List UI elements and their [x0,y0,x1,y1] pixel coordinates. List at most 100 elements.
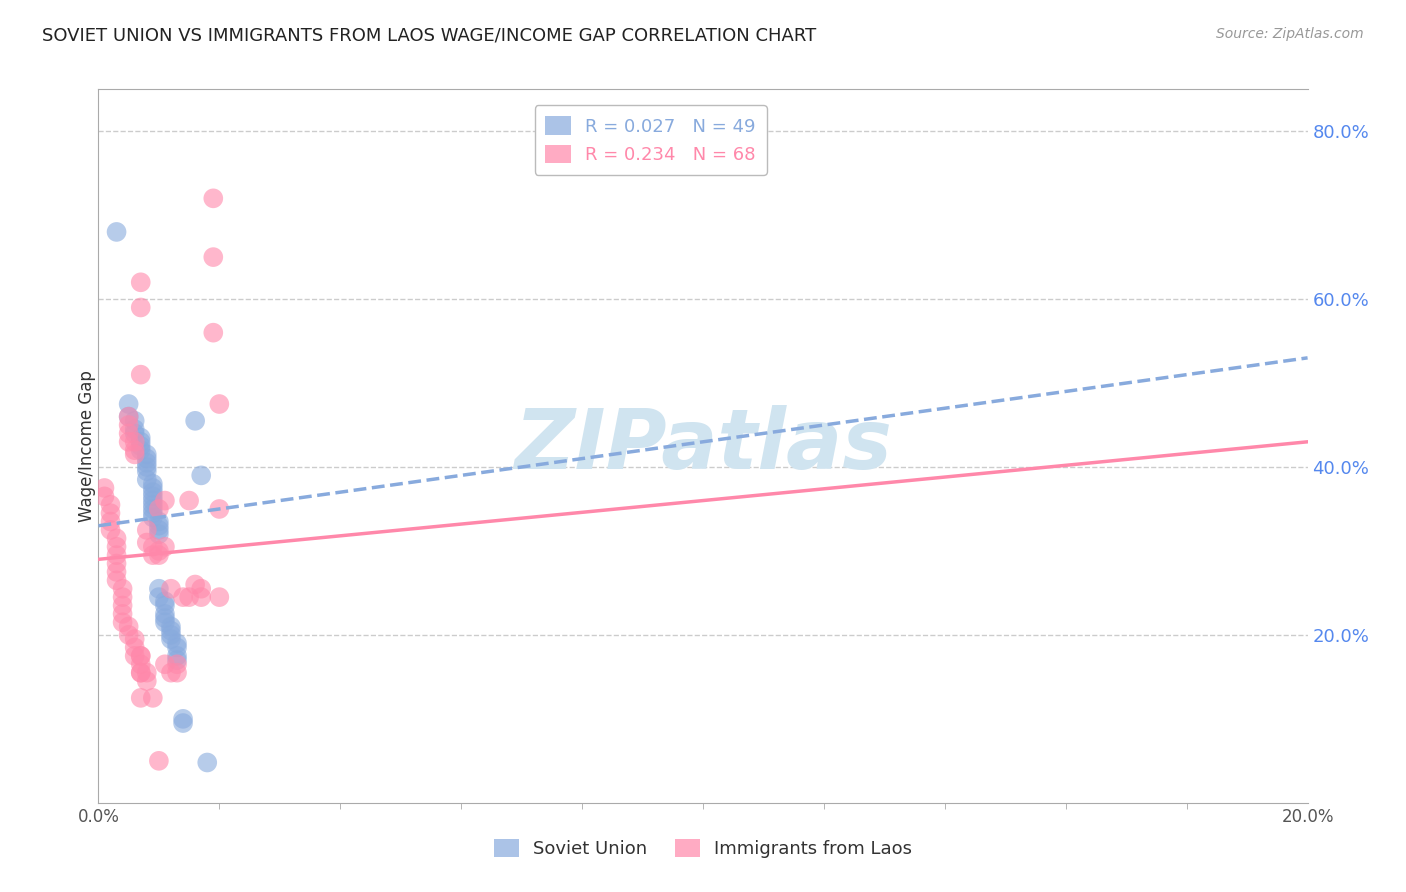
Point [118,434,141,449]
Point [172,716,194,731]
Point [124,426,146,441]
Point [184,414,207,428]
Point [129,434,152,449]
Point [195,756,218,770]
Point [142,493,165,508]
Text: ZIPatlas: ZIPatlas [515,406,891,486]
Point [105,565,128,579]
Point [142,502,165,516]
Point [153,594,176,608]
Point [129,368,152,382]
Point [111,590,134,604]
Point [166,648,188,663]
Point [148,523,170,537]
Point [124,648,146,663]
Point [118,409,141,424]
Point [153,657,176,672]
Text: SOVIET UNION VS IMMIGRANTS FROM LAOS WAGE/INCOME GAP CORRELATION CHART: SOVIET UNION VS IMMIGRANTS FROM LAOS WAG… [42,27,817,45]
Point [124,443,146,458]
Point [124,632,146,646]
Point [190,590,212,604]
Point [142,540,165,554]
Point [105,548,128,562]
Point [142,548,165,562]
Point [93,489,115,503]
Point [129,443,152,458]
Point [129,665,152,680]
Point [142,498,165,512]
Point [129,690,152,705]
Point [129,301,152,315]
Point [166,657,188,672]
Point [135,451,157,466]
Point [105,225,128,239]
Point [148,502,170,516]
Point [100,498,122,512]
Point [153,615,176,630]
Point [142,690,165,705]
Point [208,502,231,516]
Point [135,456,157,470]
Point [208,590,231,604]
Point [190,468,212,483]
Point [135,535,157,549]
Point [148,754,170,768]
Point [129,648,152,663]
Point [118,628,141,642]
Point [190,582,212,596]
Point [142,489,165,503]
Y-axis label: Wage/Income Gap: Wage/Income Gap [79,370,96,522]
Legend: Soviet Union, Immigrants from Laos: Soviet Union, Immigrants from Laos [486,831,920,865]
Point [148,590,170,604]
Point [148,527,170,541]
Point [160,628,183,642]
Point [129,665,152,680]
Point [129,431,152,445]
Point [148,515,170,529]
Point [100,506,122,520]
Point [142,506,165,520]
Point [160,582,183,596]
Point [100,515,122,529]
Point [111,582,134,596]
Point [160,624,183,638]
Point [172,712,194,726]
Point [135,447,157,461]
Point [105,532,128,546]
Point [129,275,152,289]
Point [124,640,146,655]
Point [160,619,183,633]
Point [129,657,152,672]
Point [208,397,231,411]
Point [105,540,128,554]
Point [135,674,157,689]
Point [153,540,176,554]
Point [142,476,165,491]
Point [160,665,183,680]
Point [153,493,176,508]
Point [148,548,170,562]
Point [179,590,201,604]
Point [202,250,225,264]
Text: Source: ZipAtlas.com: Source: ZipAtlas.com [1216,27,1364,41]
Point [135,665,157,680]
Point [100,523,122,537]
Point [142,485,165,500]
Point [160,632,183,646]
Point [111,607,134,621]
Point [142,481,165,495]
Point [172,590,194,604]
Point [166,636,188,650]
Point [93,481,115,495]
Point [105,574,128,588]
Point [118,417,141,432]
Point [135,473,157,487]
Point [148,544,170,558]
Point [118,397,141,411]
Point [135,523,157,537]
Point [166,653,188,667]
Point [148,518,170,533]
Point [166,640,188,655]
Point [135,460,157,475]
Point [118,426,141,441]
